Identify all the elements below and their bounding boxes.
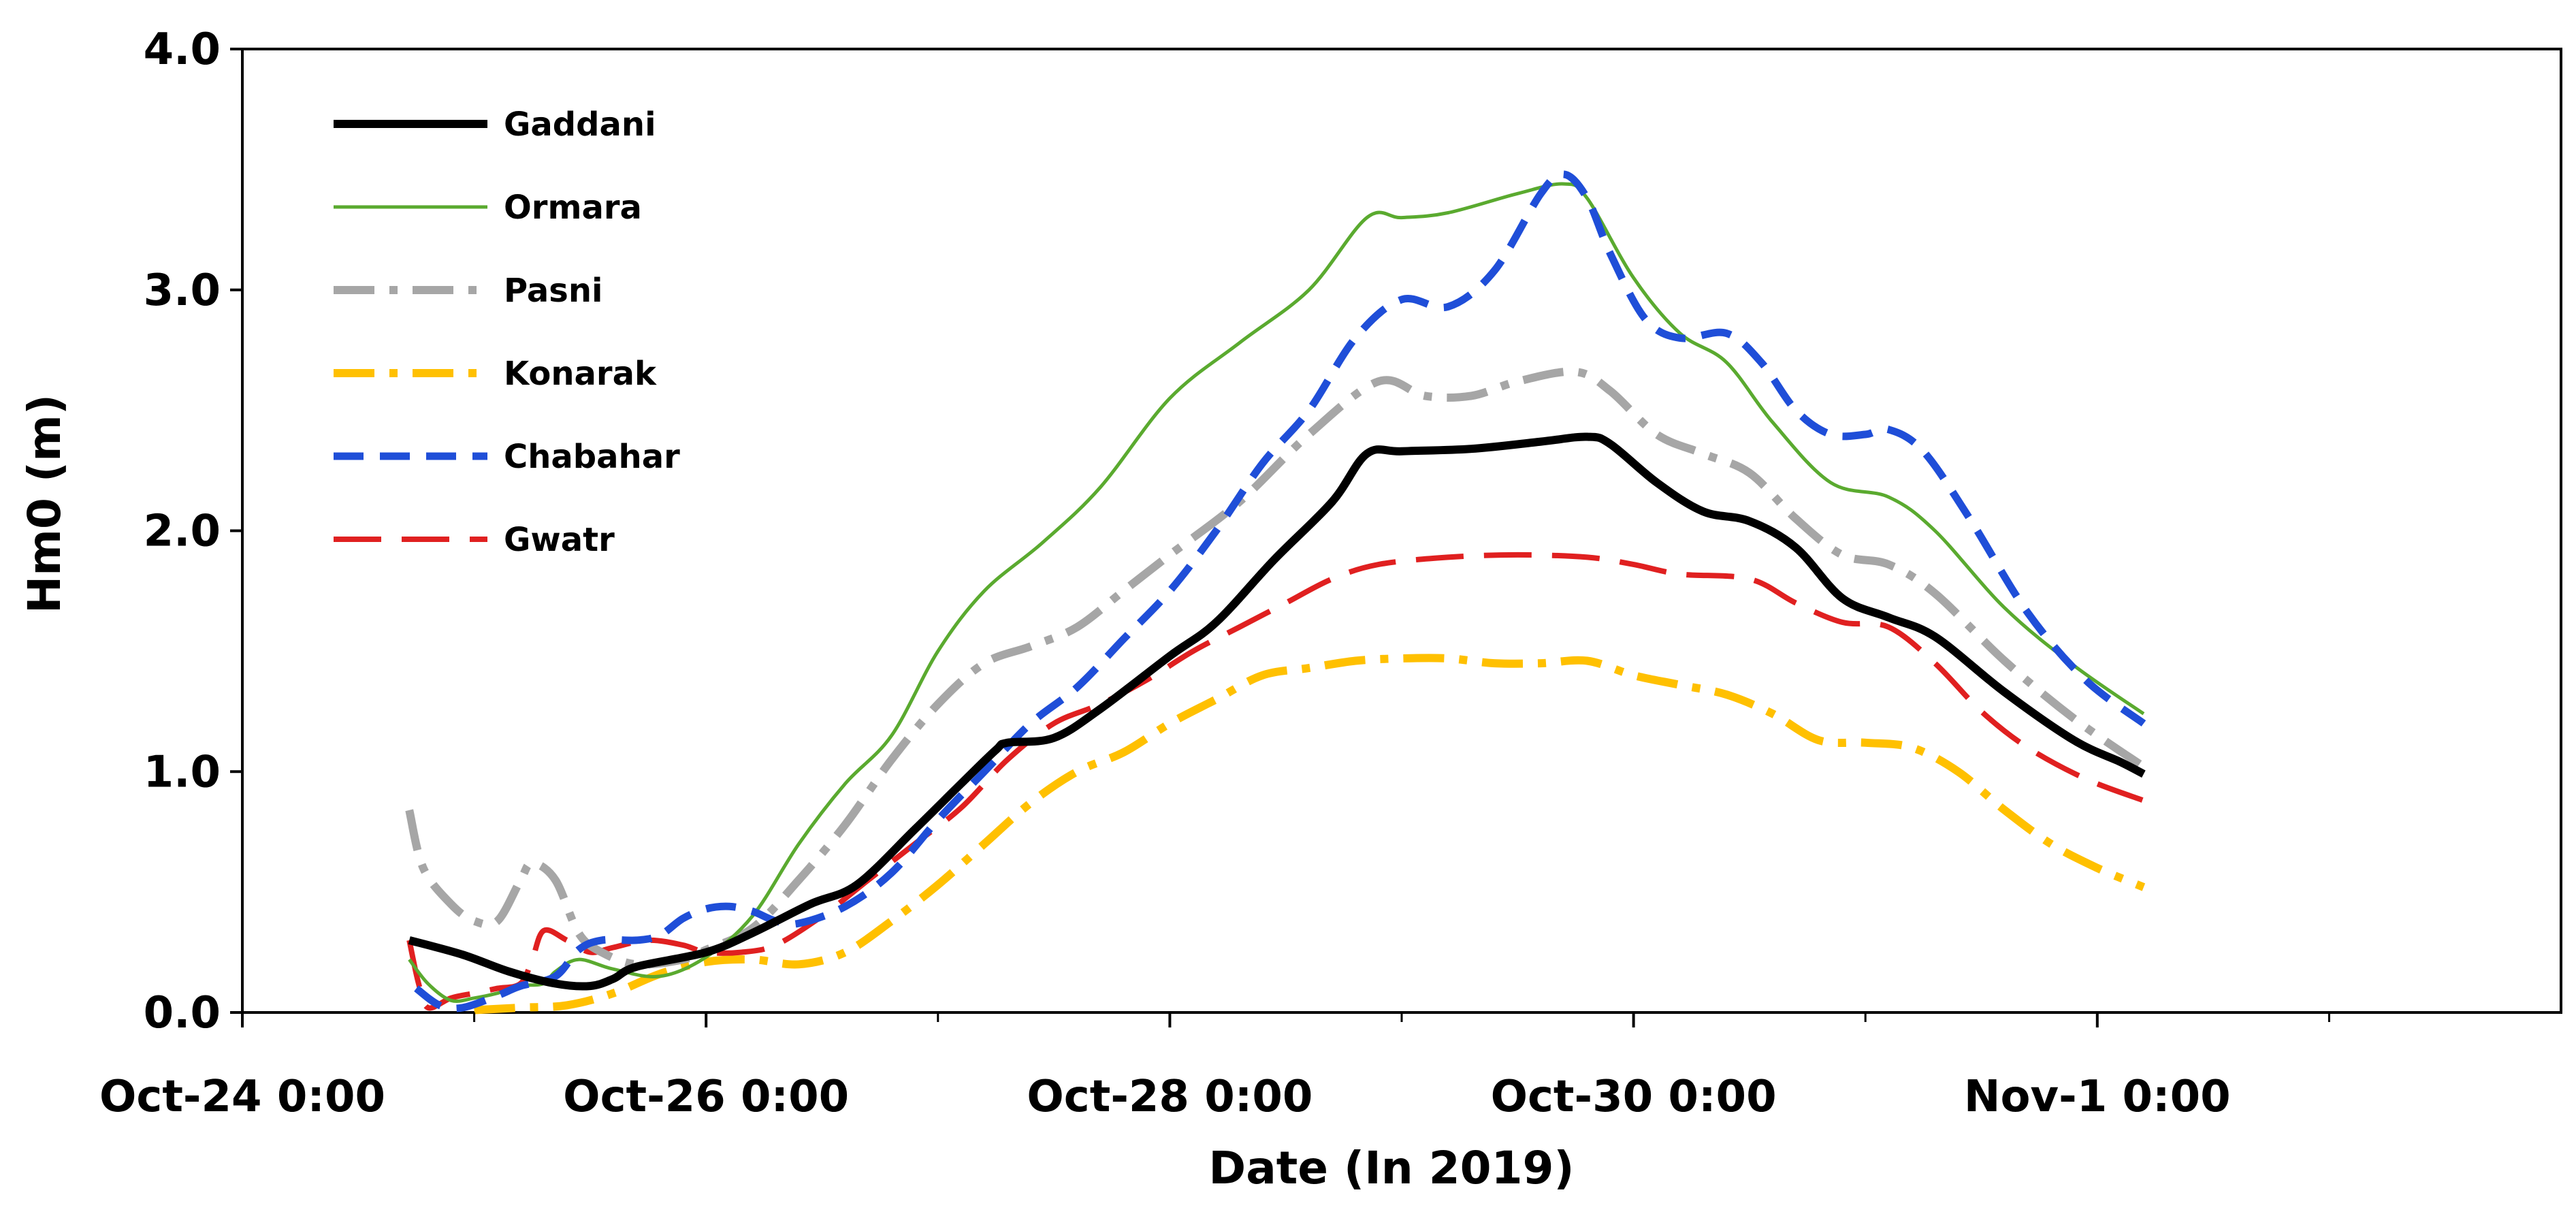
y-tick-label: 0.0 — [144, 988, 221, 1038]
series-line-konarak — [474, 654, 2146, 1015]
y-axis-title: Hm0 (m) — [18, 394, 71, 613]
x-tick-label: Oct-26 0:00 — [563, 1072, 849, 1122]
y-tick-label: 4.0 — [144, 25, 221, 75]
legend-label-gaddani: Gaddani — [504, 106, 656, 144]
legend-label-chabahar: Chabahar — [504, 438, 680, 476]
x-tick-label: Oct-28 0:00 — [1027, 1072, 1313, 1122]
x-tick-label: Oct-30 0:00 — [1491, 1072, 1777, 1122]
x-tick-label: Oct-24 0:00 — [99, 1072, 385, 1122]
legend-label-konarak: Konarak — [504, 355, 657, 393]
series-line-gwatr — [406, 552, 2145, 1011]
series-line-ormara — [408, 182, 2145, 1003]
y-tick-label: 3.0 — [144, 266, 221, 316]
x-tick-label: Nov-1 0:00 — [1964, 1072, 2231, 1122]
series-line-chabahar — [414, 170, 2146, 1012]
y-tick-label: 1.0 — [144, 747, 221, 797]
series-line-gaddani — [408, 432, 2146, 991]
legend-label-gwatr: Gwatr — [504, 521, 615, 559]
y-tick-label: 2.0 — [144, 507, 221, 557]
x-axis-title: Date (In 2019) — [1208, 1142, 1574, 1194]
legend-label-pasni: Pasni — [504, 272, 602, 310]
legend-label-ormara: Ormara — [504, 189, 642, 227]
series-line-pasni — [405, 367, 2146, 969]
